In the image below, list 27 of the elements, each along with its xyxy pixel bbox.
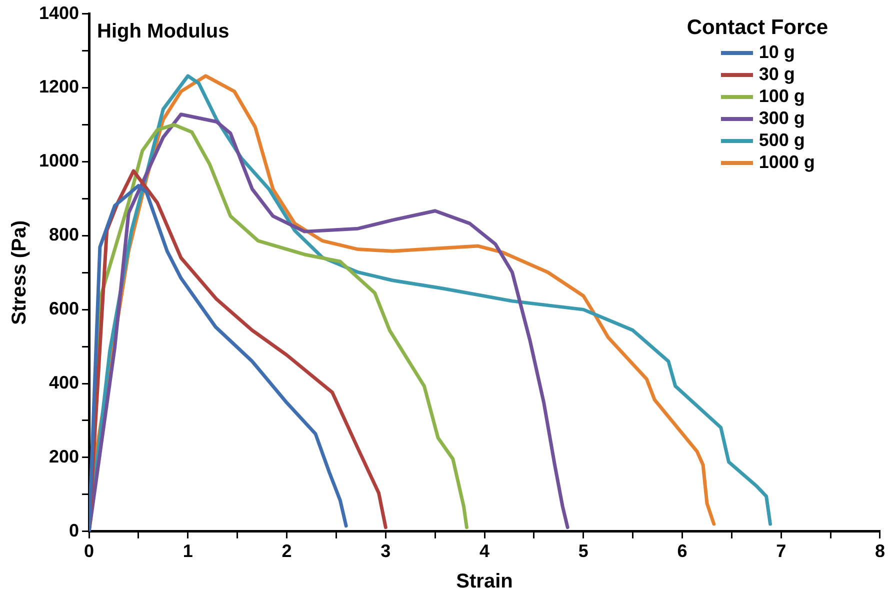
legend-label: 10 g bbox=[758, 42, 795, 64]
legend-label: 100 g bbox=[758, 86, 805, 108]
annotation: High Modulus bbox=[97, 20, 230, 42]
y-axis-title: Stress (Pa) bbox=[8, 220, 31, 325]
legend-label: 300 g bbox=[758, 108, 805, 130]
legend-label: 500 g bbox=[758, 130, 805, 152]
legend-label: 30 g bbox=[758, 64, 795, 86]
legend-title: Contact Force bbox=[686, 16, 828, 40]
y-tick-label: 0 bbox=[69, 520, 80, 540]
x-tick-label: 3 bbox=[380, 541, 391, 562]
x-tick-label: 6 bbox=[677, 541, 688, 562]
y-tick-label: 200 bbox=[48, 446, 80, 466]
legend-label: 1000 g bbox=[758, 152, 815, 174]
x-tick-label: 1 bbox=[182, 541, 193, 562]
y-tick-label: 600 bbox=[48, 298, 80, 319]
y-tick-label: 800 bbox=[48, 224, 80, 245]
y-tick-label: 400 bbox=[48, 372, 80, 392]
x-tick-label: 5 bbox=[578, 541, 588, 562]
x-tick-label: 7 bbox=[776, 541, 786, 562]
x-tick-label: 4 bbox=[480, 541, 490, 562]
y-tick-label: 1000 bbox=[38, 150, 80, 171]
x-tick-label: 2 bbox=[282, 541, 292, 562]
x-axis-title: Strain bbox=[456, 570, 513, 593]
x-tick-label: 0 bbox=[84, 541, 94, 562]
y-tick-label: 1200 bbox=[38, 76, 80, 97]
y-tick-label: 1400 bbox=[38, 2, 80, 23]
x-tick-label: 8 bbox=[874, 541, 885, 562]
